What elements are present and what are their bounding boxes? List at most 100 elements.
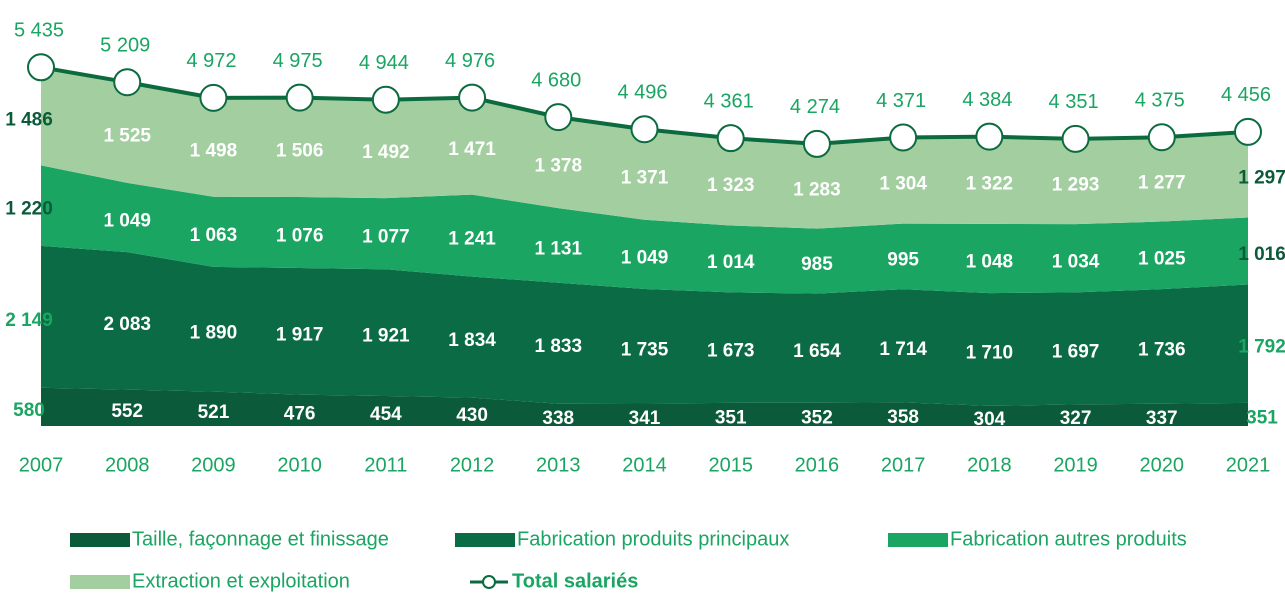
total-point <box>1061 124 1090 153</box>
value-label: 352 <box>801 407 833 428</box>
value-label: 1 049 <box>103 210 151 231</box>
legend-label: Total salariés <box>512 570 638 592</box>
legend-label: Taille, façonnage et finissage <box>132 528 389 550</box>
x-tick-label: 2008 <box>105 454 150 476</box>
value-label: 1 735 <box>621 339 669 360</box>
value-label: 1 506 <box>276 140 324 161</box>
x-tick-label: 2010 <box>277 454 322 476</box>
total-point <box>1234 117 1262 146</box>
value-label: 358 <box>887 407 919 428</box>
value-label: 1 371 <box>621 168 669 189</box>
legend-label: Fabrication produits principaux <box>517 528 789 550</box>
value-label: 1 714 <box>879 339 927 360</box>
total-point <box>975 122 1004 151</box>
value-label: 1 890 <box>190 322 238 343</box>
x-tick-label: 2018 <box>967 454 1012 476</box>
total-point <box>458 83 487 112</box>
value-label: 351 <box>715 407 747 428</box>
value-label: 1 697 <box>1052 341 1100 362</box>
value-label: 1 486 <box>5 109 53 130</box>
total-point <box>630 115 659 144</box>
value-label: 1 077 <box>362 227 410 248</box>
total-label: 4 976 <box>445 50 495 72</box>
value-label: 1 471 <box>448 139 496 160</box>
x-tick-label: 2021 <box>1226 454 1271 476</box>
legend-label: Fabrication autres produits <box>950 528 1187 550</box>
area <box>41 387 1248 426</box>
value-label: 1 834 <box>448 330 496 351</box>
value-label: 1 283 <box>793 179 841 200</box>
total-point <box>544 103 573 132</box>
value-label: 1 323 <box>707 175 755 196</box>
total-label: 4 351 <box>1049 91 1099 113</box>
value-label: 1 297 <box>1238 168 1285 189</box>
value-label: 1 378 <box>535 156 583 177</box>
value-label: 1 792 <box>1238 337 1285 358</box>
value-label: 1 304 <box>879 174 927 195</box>
total-label: 4 496 <box>617 82 667 104</box>
total-point <box>371 85 400 114</box>
value-label: 1 498 <box>190 140 238 161</box>
value-label: 327 <box>1060 408 1092 429</box>
value-label: 1 063 <box>190 225 238 246</box>
legend-swatch <box>70 575 130 589</box>
value-label: 1 241 <box>448 229 496 250</box>
value-label: 552 <box>111 401 143 422</box>
total-label: 4 384 <box>962 89 1012 111</box>
total-point <box>199 83 228 112</box>
value-label: 1 016 <box>1238 244 1285 265</box>
area <box>41 245 1248 406</box>
value-label: 1 220 <box>5 199 53 220</box>
value-label: 1 673 <box>707 341 755 362</box>
total-point <box>889 123 918 152</box>
total-point <box>1147 123 1176 152</box>
value-label: 430 <box>456 405 488 426</box>
legend-swatch <box>888 533 948 547</box>
x-tick-label: 2007 <box>19 454 64 476</box>
x-tick-label: 2013 <box>536 454 581 476</box>
legend-swatch <box>455 533 515 547</box>
value-label: 1 076 <box>276 226 324 247</box>
x-tick-label: 2011 <box>364 454 407 476</box>
value-label: 1 525 <box>103 126 151 147</box>
value-label: 304 <box>974 409 1006 430</box>
area <box>41 67 1248 229</box>
x-tick-label: 2009 <box>191 454 236 476</box>
value-label: 1 014 <box>707 252 755 273</box>
total-point <box>285 83 314 112</box>
total-label: 4 680 <box>531 69 581 91</box>
total-point <box>27 53 55 82</box>
value-label: 1 917 <box>276 324 324 345</box>
total-label: 5 209 <box>100 34 150 56</box>
x-tick-label: 2019 <box>1053 454 1098 476</box>
total-label: 4 975 <box>273 50 323 72</box>
value-label: 1 293 <box>1052 175 1100 196</box>
legend-label: Extraction et exploitation <box>132 570 350 592</box>
value-label: 454 <box>370 404 402 425</box>
total-label: 4 456 <box>1221 84 1271 106</box>
total-label: 4 972 <box>186 50 236 72</box>
value-label: 351 <box>1246 407 1278 428</box>
total-label: 4 371 <box>876 90 926 112</box>
x-tick-label: 2016 <box>795 454 840 476</box>
x-tick-label: 2014 <box>622 454 667 476</box>
legend-swatch <box>70 533 130 547</box>
value-label: 1 034 <box>1052 251 1100 272</box>
total-point <box>113 68 142 97</box>
value-label: 1 049 <box>621 247 669 268</box>
value-label: 1 921 <box>362 326 410 347</box>
value-label: 1 833 <box>535 336 583 357</box>
value-label: 2 083 <box>103 314 151 335</box>
value-label: 2 149 <box>5 310 53 331</box>
area <box>41 165 1248 294</box>
value-label: 521 <box>198 402 230 423</box>
total-label: 5 435 <box>14 20 64 42</box>
value-label: 341 <box>629 408 661 429</box>
value-label: 1 025 <box>1138 248 1186 269</box>
value-label: 1 736 <box>1138 339 1186 360</box>
value-label: 338 <box>542 408 574 429</box>
total-point <box>716 124 745 153</box>
value-label: 1 322 <box>966 173 1014 194</box>
total-label: 4 944 <box>359 52 409 74</box>
